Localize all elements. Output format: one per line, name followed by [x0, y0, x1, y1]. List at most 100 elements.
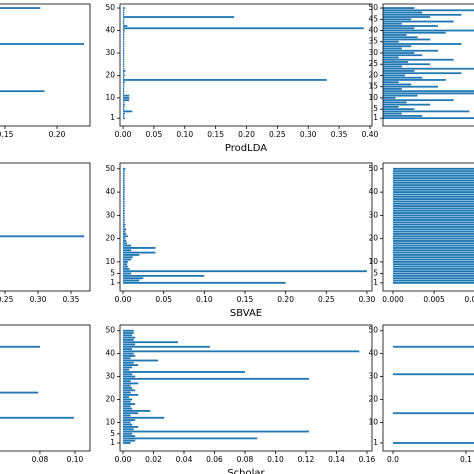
x-tick-label: 0.05 [146, 130, 163, 139]
y-tick-label: 35 [368, 37, 378, 46]
bar [123, 403, 136, 405]
axes-frame [382, 324, 474, 452]
x-tick-label: 0.35 [63, 295, 80, 304]
bar [123, 221, 125, 224]
y-tick-label: 50 [368, 3, 378, 12]
y-tick-label: 50 [105, 164, 115, 173]
bar [383, 31, 446, 34]
bar [123, 103, 125, 106]
bar [393, 237, 474, 240]
bar [393, 177, 474, 180]
plot-area [123, 329, 360, 444]
bar [123, 20, 125, 23]
bar [393, 179, 474, 182]
bar [0, 235, 85, 238]
bar [123, 398, 133, 401]
bar [123, 350, 360, 353]
x-axis-label: ProdLDA [225, 143, 267, 154]
bar [393, 191, 474, 194]
bar [383, 11, 423, 14]
y-tick-label: 5 [373, 269, 378, 278]
bar [393, 226, 474, 228]
bar [383, 99, 454, 102]
bar [123, 366, 133, 369]
y-tick-label: 10 [368, 257, 378, 266]
bar [123, 110, 133, 113]
bar [123, 267, 130, 270]
bar [123, 240, 127, 242]
bar [123, 375, 136, 378]
bar [393, 209, 474, 212]
bar [383, 9, 474, 12]
bar [123, 94, 130, 97]
bar [123, 371, 245, 373]
bar [123, 412, 139, 415]
bar [393, 253, 474, 256]
bar [383, 47, 402, 50]
x-tick-label: 0.08 [32, 455, 49, 464]
bar [383, 61, 409, 63]
bar [123, 29, 125, 32]
bar [123, 253, 140, 256]
bar [123, 97, 130, 99]
bar [383, 45, 412, 48]
bar [123, 387, 133, 389]
bar [383, 54, 423, 57]
bar [393, 235, 474, 238]
y-tick-label: 40 [105, 26, 115, 35]
bar [393, 247, 474, 249]
y-tick-label: 10 [368, 417, 378, 426]
y-tick-label: 1 [110, 113, 115, 122]
bar [393, 212, 474, 214]
y-tick-label: 25 [368, 59, 378, 68]
bar [383, 117, 474, 120]
bar [123, 18, 125, 21]
bar [123, 359, 159, 362]
bar [123, 265, 128, 268]
bar [123, 174, 125, 177]
bar [123, 167, 126, 170]
bar [393, 258, 474, 261]
bar [383, 27, 415, 30]
x-tick-label: 0.30 [359, 295, 376, 304]
bar [393, 188, 474, 191]
bar [123, 274, 205, 277]
bar [123, 223, 126, 226]
bar [393, 200, 474, 203]
bar [393, 202, 474, 205]
bar [123, 352, 134, 355]
bar [123, 179, 125, 182]
bar [123, 195, 125, 198]
bar [123, 38, 125, 41]
x-tick-label: 0.15 [207, 130, 224, 139]
bar [383, 83, 412, 86]
bar [123, 430, 310, 433]
x-tick-label: 0.010 [464, 295, 474, 304]
bar [123, 54, 125, 57]
y-tick-label: 45 [368, 14, 378, 23]
bar [123, 40, 125, 43]
bar [123, 258, 132, 261]
bar [393, 228, 474, 231]
bar [393, 242, 474, 245]
bar [123, 81, 125, 84]
x-tick-label: 0.10 [176, 130, 193, 139]
bar [123, 428, 134, 431]
bar [123, 65, 125, 68]
x-tick-label: 0.30 [300, 130, 317, 139]
bar [123, 170, 125, 173]
bar [123, 177, 125, 180]
bar [123, 25, 128, 27]
y-tick-label: 30 [368, 372, 378, 381]
bar [123, 191, 125, 194]
y-tick-label: 1 [373, 278, 378, 287]
bar [393, 230, 474, 233]
x-tick-label: 0.10 [67, 455, 84, 464]
bar [123, 184, 125, 187]
bar [123, 200, 125, 203]
bar [123, 247, 156, 249]
bar [123, 329, 134, 332]
bar [0, 416, 74, 419]
bar [393, 167, 474, 170]
